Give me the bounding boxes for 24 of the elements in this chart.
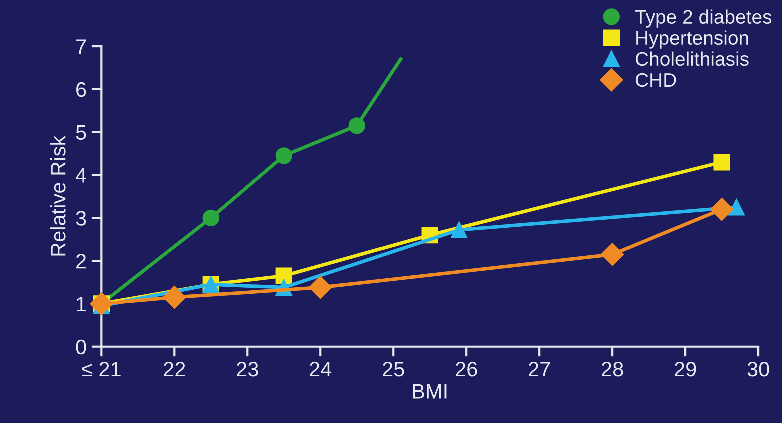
x-tick-label: 24 <box>310 362 332 377</box>
x-tick-label: 22 <box>164 362 186 377</box>
y-tick-label: 0 <box>76 340 86 355</box>
legend-label: Type 2 diabetes <box>635 10 772 28</box>
y-tick-label: 3 <box>76 211 86 226</box>
y-tick-label: 1 <box>77 297 86 312</box>
legend-label: Cholelithiasis <box>636 52 749 66</box>
x-tick-label: 28 <box>602 362 624 377</box>
legend-label: CHD <box>636 73 676 88</box>
x-tick-label: 29 <box>675 362 696 377</box>
y-tick-label: 6 <box>76 82 86 98</box>
x-tick-label: 23 <box>237 362 258 377</box>
legend-label: Hypertension <box>636 30 748 49</box>
x-tick-label: 26 <box>456 362 478 377</box>
y-tick-label: 2 <box>76 254 86 269</box>
y-axis-title: Relative Risk <box>50 136 66 256</box>
y-tick-label: 5 <box>76 126 86 140</box>
x-tick-label: 30 <box>748 362 770 377</box>
x-tick-label: ≤ 21 <box>82 362 121 377</box>
x-tick-label: 25 <box>383 362 404 377</box>
x-axis-title: BMI <box>413 384 447 399</box>
x-tick-label: 27 <box>529 362 550 377</box>
y-tick-label: 7 <box>76 40 86 54</box>
y-tick-label: 4 <box>76 168 86 183</box>
